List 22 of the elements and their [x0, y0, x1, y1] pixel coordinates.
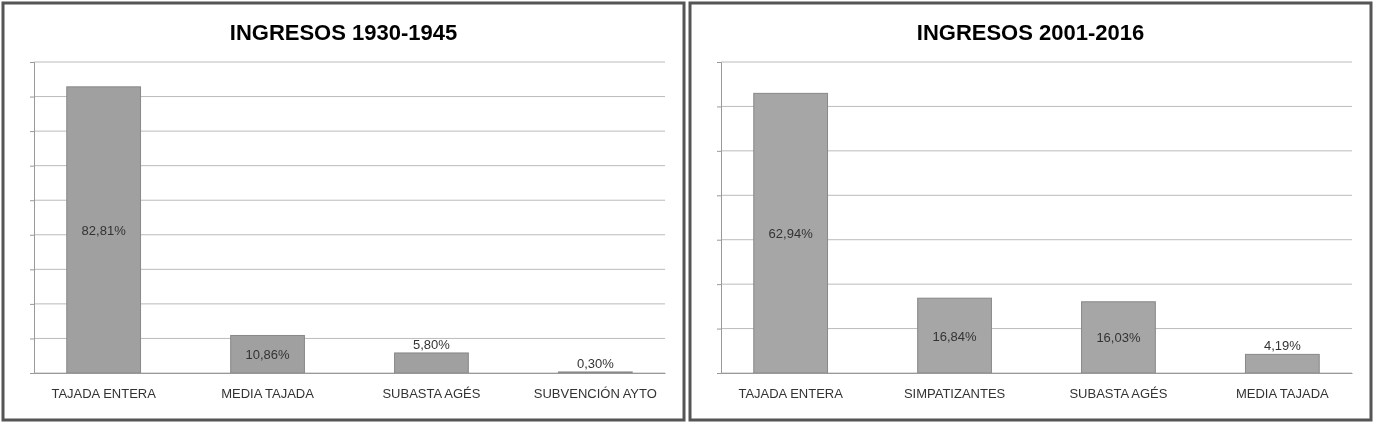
x-tick-label: TAJADA ENTERA	[51, 386, 157, 402]
x-tick-label: SUBASTA AGÉS	[1069, 386, 1168, 402]
bar	[753, 92, 829, 374]
data-label: 5,80%	[413, 336, 451, 352]
x-tick-label: SUBASTA AGÉS	[382, 386, 481, 402]
bar	[1081, 301, 1156, 374]
chart-title: INGRESOS 1930-1945	[229, 20, 458, 45]
data-label: 0,30%	[576, 355, 615, 371]
x-tick-label: SUBVENCIÓN AYTO	[533, 386, 657, 402]
data-label: 10,86%	[245, 347, 291, 363]
data-label: 82,81%	[81, 222, 127, 238]
data-label: 16,84%	[932, 328, 978, 344]
bar	[1244, 353, 1320, 374]
x-tick-label: TAJADA ENTERA	[738, 386, 844, 402]
x-tick-label: MEDIA TAJADA	[1235, 386, 1330, 402]
data-label: 62,94%	[768, 226, 814, 242]
x-tick-label: SIMPATIZANTES	[903, 386, 1006, 402]
data-label: 16,03%	[1096, 330, 1141, 346]
x-tick-label: MEDIA TAJADA	[221, 386, 315, 402]
chart-title: INGRESOS 2001-2016	[916, 20, 1145, 45]
bar	[917, 297, 992, 374]
data-label: 4,19%	[1263, 338, 1302, 354]
